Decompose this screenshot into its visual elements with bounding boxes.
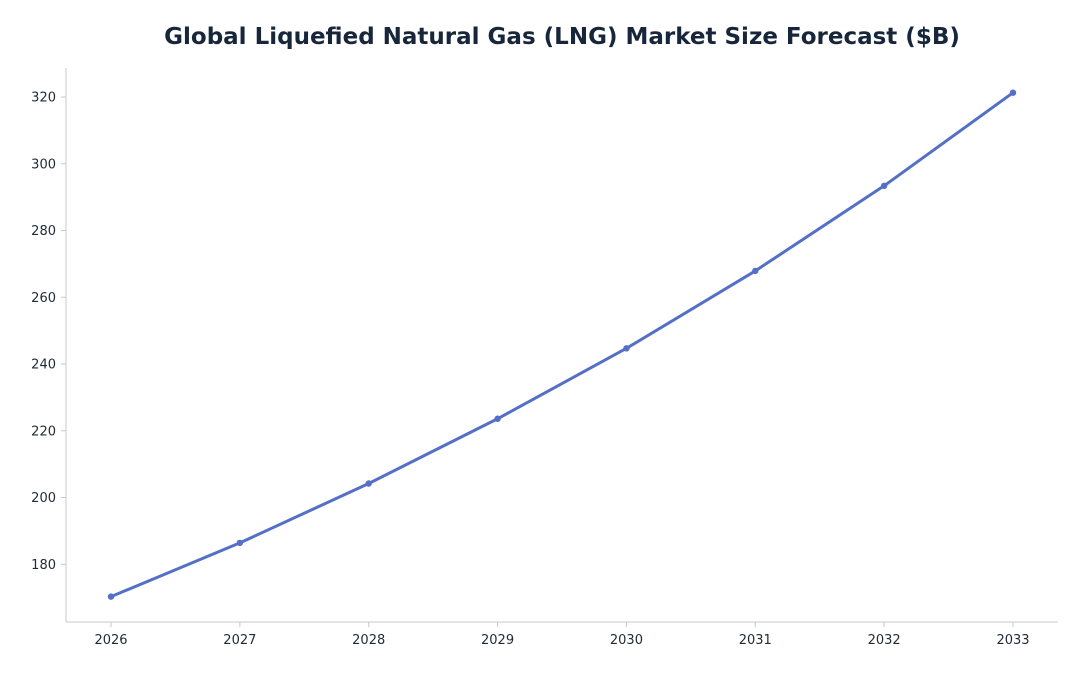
data-point[interactable] — [365, 480, 372, 487]
data-point[interactable] — [752, 267, 759, 275]
y-tick-label: 300 — [31, 157, 56, 172]
x-tick-label: 2033 — [996, 633, 1029, 648]
data-point[interactable] — [623, 345, 630, 352]
x-tick-label: 2031 — [739, 633, 772, 648]
axes — [65, 68, 1058, 623]
y-tick-label: 240 — [31, 358, 56, 373]
series-layer — [107, 89, 1017, 600]
x-tick-label: 2029 — [481, 633, 514, 648]
series-line — [109, 91, 1015, 599]
data-point[interactable] — [494, 415, 501, 422]
x-tick-label: 2026 — [94, 633, 127, 648]
y-tick-label: 280 — [31, 224, 56, 239]
data-point[interactable] — [880, 182, 888, 190]
y-tick-label: 260 — [31, 291, 56, 306]
x-tick-label: 2027 — [223, 633, 256, 648]
chart-title: Global Liquefied Natural Gas (LNG) Marke… — [164, 24, 960, 50]
y-tick-label: 180 — [31, 558, 56, 573]
data-point[interactable] — [236, 539, 244, 547]
tick-labels: 180 200 220 240 260 280 300 320 2026 2027 2028 2029… — [31, 91, 1029, 648]
y-tick-label: 200 — [31, 491, 56, 506]
y-tick-label: 220 — [31, 424, 56, 439]
data-point[interactable] — [1009, 89, 1017, 96]
x-tick-label: 2030 — [610, 633, 643, 648]
data-point[interactable] — [107, 593, 115, 600]
x-tick-label: 2028 — [352, 633, 385, 648]
x-tick-label: 2032 — [868, 633, 901, 648]
y-tick-label: 320 — [31, 91, 56, 106]
